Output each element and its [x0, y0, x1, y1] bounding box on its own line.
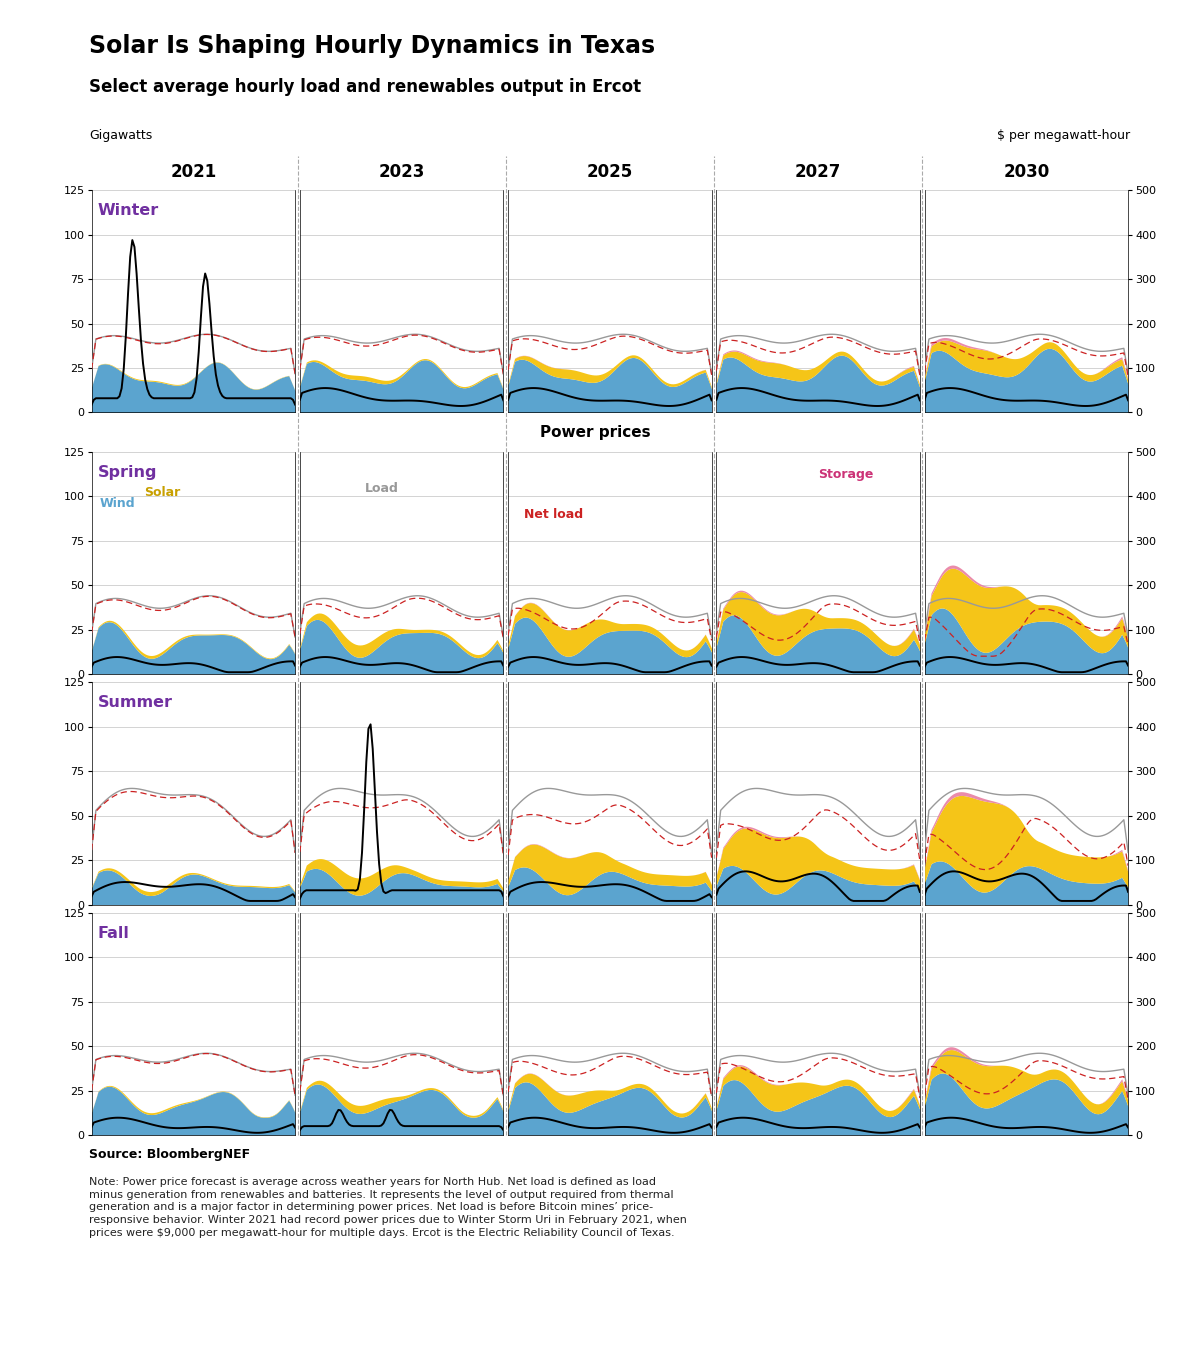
- Text: Select average hourly load and renewables output in Ercot: Select average hourly load and renewable…: [89, 78, 641, 96]
- Text: Storage: Storage: [819, 468, 873, 481]
- Text: $ per megawatt-hour: $ per megawatt-hour: [997, 128, 1130, 142]
- Text: 2025: 2025: [587, 163, 633, 181]
- Text: Gigawatts: Gigawatts: [89, 128, 152, 142]
- Text: 2021: 2021: [170, 163, 217, 181]
- Text: Solar Is Shaping Hourly Dynamics in Texas: Solar Is Shaping Hourly Dynamics in Texa…: [89, 34, 656, 58]
- Text: Source: BloombergNEF: Source: BloombergNEF: [89, 1148, 250, 1162]
- Text: Fall: Fall: [98, 926, 130, 941]
- Text: Spring: Spring: [98, 465, 157, 480]
- Text: Note: Power price forecast is average across weather years for North Hub. Net lo: Note: Power price forecast is average ac…: [89, 1177, 687, 1237]
- Text: Summer: Summer: [98, 696, 173, 710]
- Text: 2023: 2023: [378, 163, 425, 181]
- Text: 2030: 2030: [1003, 163, 1050, 181]
- Text: Wind: Wind: [100, 497, 136, 510]
- Text: Winter: Winter: [98, 204, 159, 218]
- Text: Power prices: Power prices: [540, 425, 650, 439]
- Text: 2027: 2027: [795, 163, 841, 181]
- Text: Solar: Solar: [144, 487, 181, 499]
- Text: Net load: Net load: [525, 508, 583, 522]
- Text: Load: Load: [365, 481, 399, 495]
